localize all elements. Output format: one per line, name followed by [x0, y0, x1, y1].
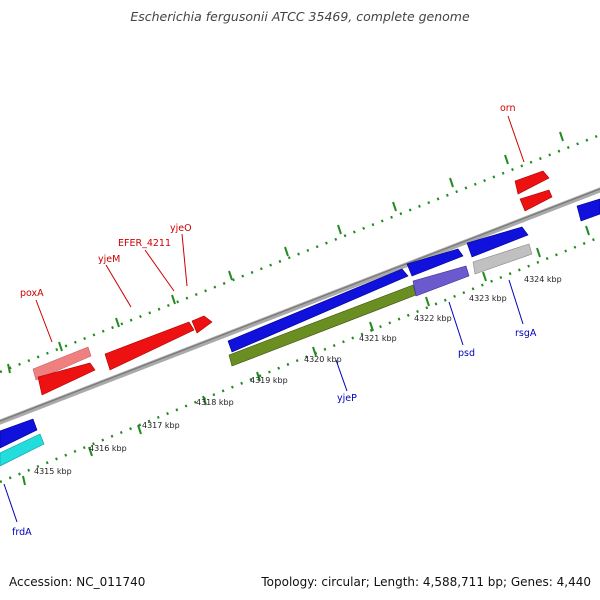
- tick-label-4319: 4319 kbp: [250, 376, 288, 385]
- gene-label-frdA[interactable]: frdA: [12, 527, 32, 538]
- genome-backbone: [0, 187, 600, 425]
- tick-label-4316: 4316 kbp: [89, 444, 127, 453]
- leader-rsgA: [508, 279, 524, 325]
- gene-label-yjeM[interactable]: yjeM: [98, 254, 120, 265]
- gene-label-yjeP[interactable]: yjeP: [337, 393, 357, 404]
- gene-arrow-poxA-b[interactable]: [37, 362, 96, 396]
- gene-arrow-frdA[interactable]: [0, 433, 45, 467]
- gene-arrow-poxA[interactable]: [32, 346, 92, 381]
- gene-arrow-rsgA[interactable]: [472, 243, 533, 275]
- gene-arrow-orn-b[interactable]: [519, 189, 553, 212]
- inner-major-ticks: [22, 225, 590, 486]
- gene-label-poxA[interactable]: poxA: [20, 288, 44, 299]
- gene-label-psd[interactable]: psd: [458, 348, 475, 359]
- tick-label-4324: 4324 kbp: [524, 275, 562, 284]
- gene-label-EFER_4211[interactable]: EFER_4211: [118, 238, 171, 249]
- leader-EFER_4211: [144, 249, 175, 292]
- gene-label-rsgA[interactable]: rsgA: [515, 328, 537, 339]
- gene-arrow-blue-forward-e[interactable]: [0, 418, 38, 449]
- gene-arrow-blue-forward-b[interactable]: [406, 248, 464, 277]
- inner-scale-line: [0, 235, 600, 484]
- gene-arrow-psd[interactable]: [412, 265, 470, 297]
- outer-major-ticks: [7, 131, 564, 374]
- leader-psd: [448, 301, 464, 346]
- tick-label-4318: 4318 kbp: [196, 398, 234, 407]
- tick-label-4322: 4322 kbp: [414, 314, 452, 323]
- leader-frdA: [3, 483, 18, 523]
- leader-yjeM: [105, 264, 132, 308]
- leader-yjeO: [181, 233, 188, 287]
- leader-yjeP: [335, 359, 348, 392]
- gene-arrow-blue-forward-c[interactable]: [466, 226, 529, 258]
- accession-text: Accession: NC_011740: [9, 575, 146, 589]
- tick-label-4320: 4320 kbp: [304, 355, 342, 364]
- gene-label-orn[interactable]: orn: [500, 103, 516, 114]
- gene-arrow-blue-forward-a[interactable]: [227, 268, 409, 353]
- tick-label-4317: 4317 kbp: [142, 421, 180, 430]
- tick-label-4323: 4323 kbp: [469, 294, 507, 303]
- gene-label-yjeO[interactable]: yjeO: [170, 223, 192, 234]
- gene-arrow-orn[interactable]: [514, 170, 550, 195]
- tick-label-4315: 4315 kbp: [34, 467, 72, 476]
- leader-poxA: [35, 299, 53, 343]
- tick-label-4321: 4321 kbp: [359, 334, 397, 343]
- gene-arrow-EFER_4211[interactable]: [191, 315, 213, 334]
- map-title: Escherichia fergusonii ATCC 35469, compl…: [130, 9, 470, 24]
- genome-stats-text: Topology: circular; Length: 4,588,711 bp…: [261, 575, 591, 589]
- gene-arrow-blue-forward-d[interactable]: [576, 198, 600, 222]
- leader-orn: [507, 115, 525, 163]
- gene-arrow-yjeM[interactable]: [104, 321, 195, 371]
